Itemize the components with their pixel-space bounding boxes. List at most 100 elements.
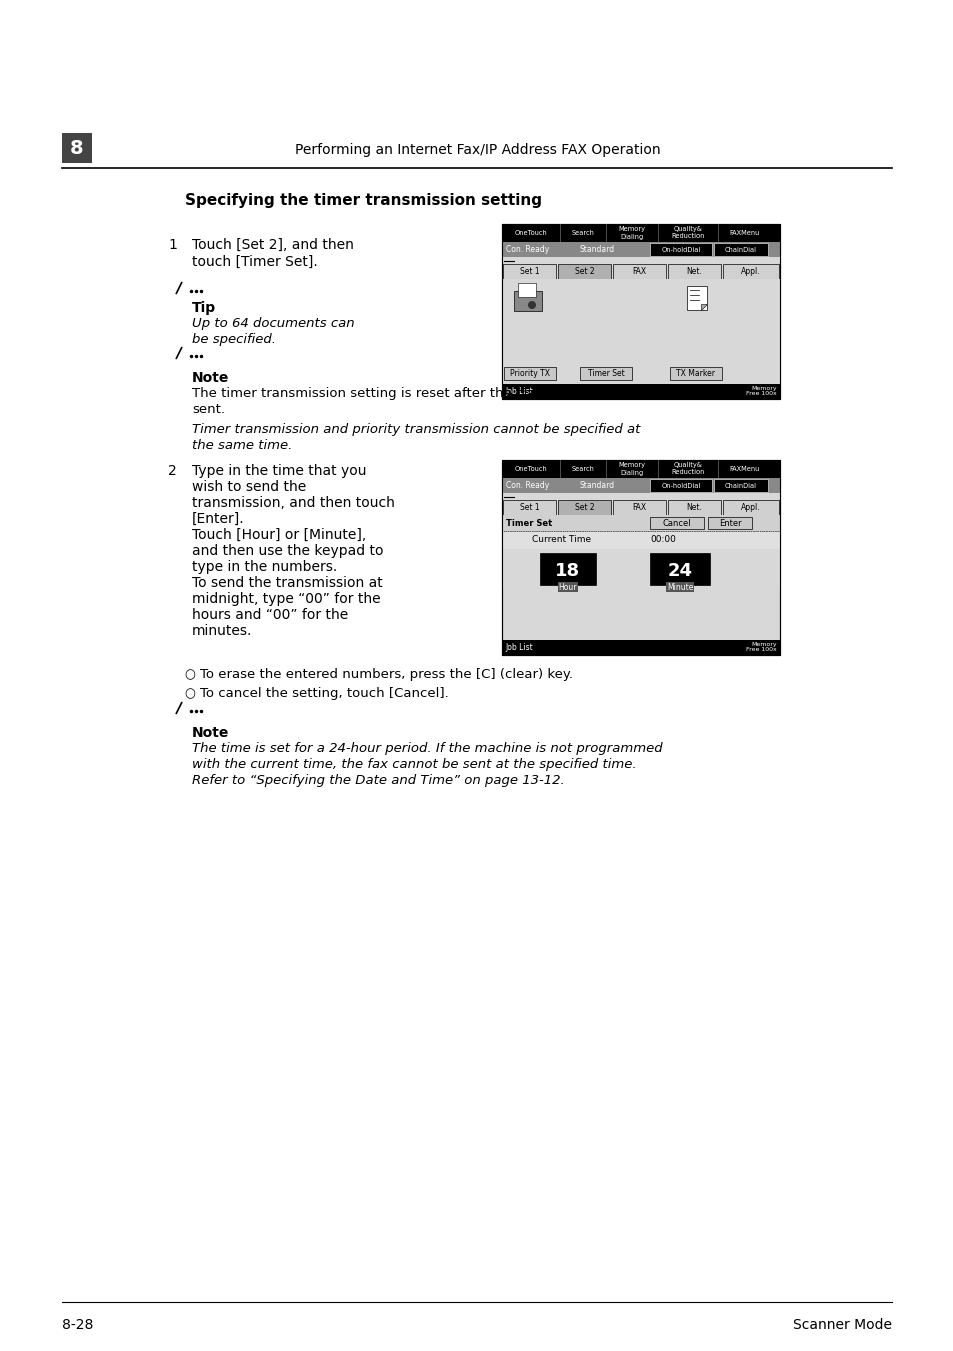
Bar bbox=[539, 553, 596, 585]
Bar bbox=[558, 263, 610, 280]
Text: Performing an Internet Fax/IP Address FAX Operation: Performing an Internet Fax/IP Address FA… bbox=[294, 143, 660, 157]
Text: Timer Set: Timer Set bbox=[587, 369, 623, 377]
Text: [Enter].: [Enter]. bbox=[192, 512, 244, 526]
Bar bbox=[613, 500, 665, 515]
Text: Standard: Standard bbox=[579, 481, 615, 490]
Text: Quality&
Reduction: Quality& Reduction bbox=[671, 462, 704, 476]
Text: On-holdDial: On-holdDial bbox=[660, 482, 700, 489]
Text: 00:00: 00:00 bbox=[649, 535, 675, 544]
Text: Net.: Net. bbox=[686, 267, 701, 276]
Text: FAXMenu: FAXMenu bbox=[729, 466, 760, 471]
Text: Search: Search bbox=[571, 466, 594, 471]
Bar bbox=[503, 367, 556, 380]
Text: ○: ○ bbox=[184, 688, 194, 700]
Text: Current Time: Current Time bbox=[532, 535, 591, 544]
Text: Search: Search bbox=[571, 230, 594, 236]
Bar bbox=[501, 242, 780, 257]
Text: ChainDial: ChainDial bbox=[724, 246, 757, 253]
Text: Set 2: Set 2 bbox=[574, 503, 594, 512]
Text: midnight, type “00” for the: midnight, type “00” for the bbox=[192, 592, 380, 607]
Bar bbox=[502, 500, 556, 515]
Text: Job List: Job List bbox=[504, 386, 532, 396]
Bar bbox=[501, 493, 780, 499]
Bar bbox=[501, 384, 780, 399]
Text: Note: Note bbox=[192, 372, 229, 385]
Text: 1: 1 bbox=[168, 238, 176, 253]
Text: Specifying the timer transmission setting: Specifying the timer transmission settin… bbox=[185, 192, 541, 208]
Text: Up to 64 documents can: Up to 64 documents can bbox=[192, 317, 355, 330]
Bar bbox=[686, 286, 706, 309]
Bar bbox=[501, 257, 780, 263]
Text: 8-28: 8-28 bbox=[62, 1319, 93, 1332]
Text: wish to send the: wish to send the bbox=[192, 480, 306, 494]
Text: ChainDial: ChainDial bbox=[724, 482, 757, 489]
Text: Memory
Dialing: Memory Dialing bbox=[618, 227, 645, 239]
Text: 18: 18 bbox=[555, 562, 580, 580]
Bar bbox=[517, 282, 536, 297]
Text: Minute: Minute bbox=[666, 582, 693, 592]
Circle shape bbox=[527, 301, 536, 309]
Bar bbox=[501, 531, 780, 549]
Text: The timer transmission setting is reset after the transmission is: The timer transmission setting is reset … bbox=[192, 386, 616, 400]
Text: Quality&
Reduction: Quality& Reduction bbox=[671, 227, 704, 239]
Text: To cancel the setting, touch [Cancel].: To cancel the setting, touch [Cancel]. bbox=[200, 688, 448, 700]
Text: Net.: Net. bbox=[686, 503, 701, 512]
Text: Job List: Job List bbox=[504, 643, 532, 651]
Bar bbox=[502, 263, 556, 280]
Text: Enter: Enter bbox=[718, 519, 740, 527]
Text: On-holdDial: On-holdDial bbox=[660, 246, 700, 253]
Text: and then use the keypad to: and then use the keypad to bbox=[192, 544, 383, 558]
Text: type in the numbers.: type in the numbers. bbox=[192, 561, 337, 574]
Bar bbox=[667, 263, 720, 280]
Text: 24: 24 bbox=[667, 562, 692, 580]
Text: 8: 8 bbox=[71, 139, 84, 158]
Text: Timer Set: Timer Set bbox=[505, 519, 552, 527]
Bar bbox=[62, 132, 91, 163]
Text: TX Marker: TX Marker bbox=[676, 369, 715, 377]
Text: be specified.: be specified. bbox=[192, 332, 275, 346]
Text: minutes.: minutes. bbox=[192, 624, 253, 638]
Bar bbox=[667, 500, 720, 515]
Text: Touch [Hour] or [Minute],: Touch [Hour] or [Minute], bbox=[192, 528, 366, 542]
Text: To erase the entered numbers, press the [C] (clear) key.: To erase the entered numbers, press the … bbox=[200, 667, 573, 681]
Bar bbox=[501, 640, 780, 655]
Bar bbox=[501, 459, 780, 655]
Text: Con. Ready: Con. Ready bbox=[505, 481, 549, 490]
Bar bbox=[514, 290, 541, 311]
Bar bbox=[501, 280, 780, 384]
Bar bbox=[558, 500, 610, 515]
Text: Refer to “Specifying the Date and Time” on page 13-12.: Refer to “Specifying the Date and Time” … bbox=[192, 774, 564, 788]
Bar bbox=[713, 243, 767, 255]
Text: The time is set for a 24-hour period. If the machine is not programmed: The time is set for a 24-hour period. If… bbox=[192, 742, 662, 755]
Text: Type in the time that you: Type in the time that you bbox=[192, 463, 366, 478]
Text: Set 1: Set 1 bbox=[519, 503, 538, 512]
Text: To send the transmission at: To send the transmission at bbox=[192, 576, 382, 590]
Text: ○: ○ bbox=[184, 667, 194, 681]
Text: OneTouch: OneTouch bbox=[514, 230, 547, 236]
Text: hours and “00” for the: hours and “00” for the bbox=[192, 608, 348, 621]
Text: Appl.: Appl. bbox=[740, 267, 760, 276]
Text: Timer transmission and priority transmission cannot be specified at: Timer transmission and priority transmis… bbox=[192, 423, 639, 436]
Text: Scanner Mode: Scanner Mode bbox=[792, 1319, 891, 1332]
Bar bbox=[649, 480, 711, 492]
Text: Note: Note bbox=[192, 725, 229, 740]
Bar bbox=[501, 459, 780, 655]
Text: Memory
Free 100x: Memory Free 100x bbox=[745, 385, 776, 396]
Bar bbox=[501, 515, 780, 531]
Polygon shape bbox=[700, 304, 706, 309]
Text: Cancel: Cancel bbox=[662, 519, 691, 527]
Text: Tip: Tip bbox=[192, 301, 216, 315]
Bar bbox=[649, 553, 709, 585]
Text: Priority TX: Priority TX bbox=[510, 369, 550, 377]
Text: 2: 2 bbox=[168, 463, 176, 478]
Text: Standard: Standard bbox=[579, 245, 615, 254]
Bar bbox=[501, 224, 780, 242]
Bar bbox=[649, 517, 703, 530]
Text: OneTouch: OneTouch bbox=[514, 466, 547, 471]
Bar bbox=[613, 263, 665, 280]
Text: transmission, and then touch: transmission, and then touch bbox=[192, 496, 395, 509]
Text: Hour: Hour bbox=[558, 582, 577, 592]
Text: Memory
Dialing: Memory Dialing bbox=[618, 462, 645, 476]
Text: Set 1: Set 1 bbox=[519, 267, 538, 276]
Text: the same time.: the same time. bbox=[192, 439, 292, 453]
